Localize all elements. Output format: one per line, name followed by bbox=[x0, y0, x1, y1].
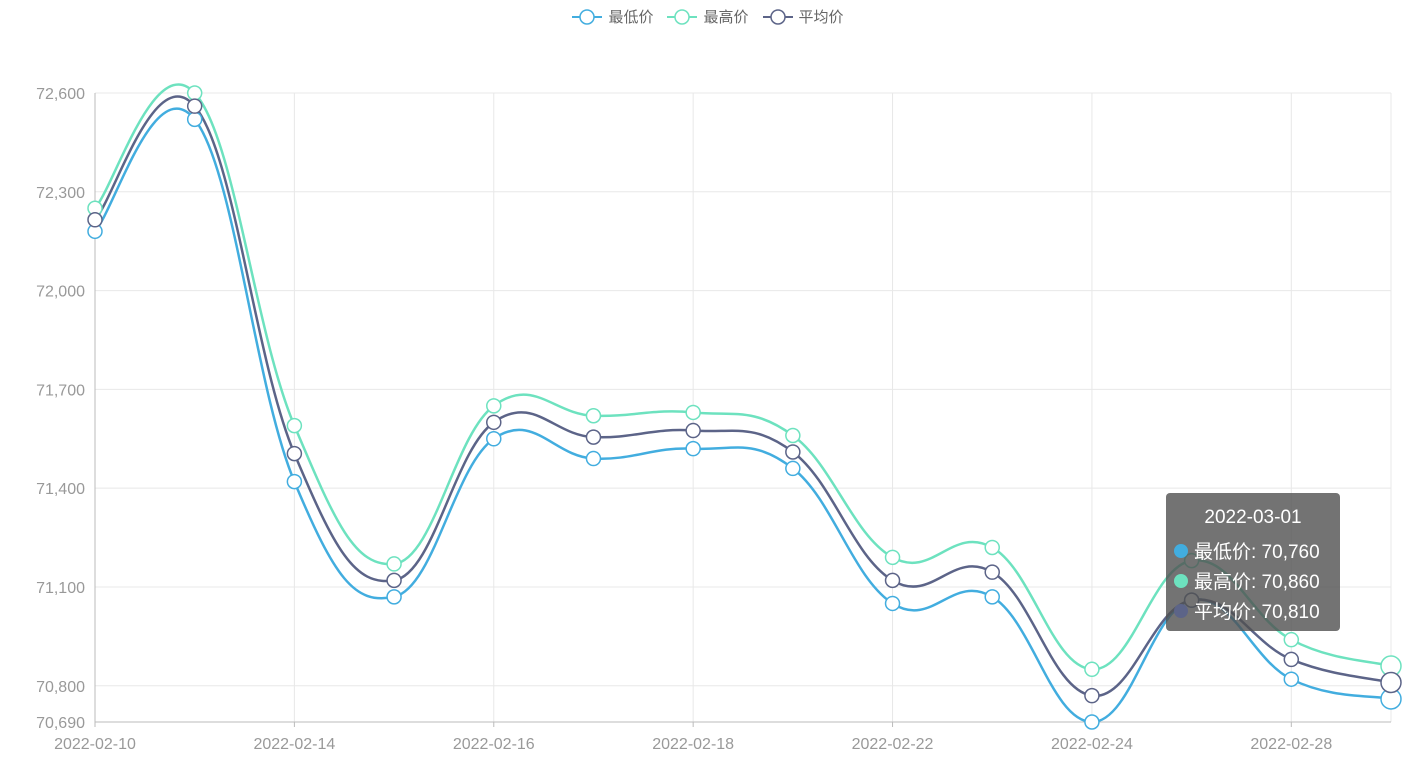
data-point-series-1 bbox=[386, 556, 402, 572]
x-tick-label: 2022-02-10 bbox=[54, 736, 136, 753]
data-point-series-1 bbox=[685, 404, 701, 421]
x-tick-label: 2022-02-22 bbox=[852, 736, 934, 753]
data-point-series-1 bbox=[286, 417, 303, 434]
tooltip-text-2: 平均价: 70,810 bbox=[1194, 602, 1320, 623]
legend-label-series-1: 最高价 bbox=[703, 9, 749, 26]
x-tick-label: 2022-02-28 bbox=[1250, 736, 1332, 753]
tooltip-row-2: 平均价: 70,810 bbox=[1174, 597, 1320, 624]
data-point-series-2 bbox=[486, 414, 502, 431]
tooltip-dot-1 bbox=[1174, 573, 1188, 588]
tooltip-dot-0 bbox=[1174, 543, 1188, 558]
data-point-series-1 bbox=[785, 427, 801, 444]
data-point-series-1 bbox=[984, 539, 1000, 556]
data-point-series-0 bbox=[1084, 714, 1100, 730]
data-point-series-0 bbox=[386, 589, 402, 605]
x-tick-label: 2022-02-14 bbox=[253, 736, 335, 753]
legend-item-series-0[interactable]: 最低价 bbox=[572, 6, 653, 27]
data-point-series-2 bbox=[286, 445, 303, 462]
data-point-series-1 bbox=[486, 398, 502, 414]
data-point-series-1 bbox=[585, 407, 602, 424]
data-point-series-2 bbox=[585, 429, 602, 445]
data-point-series-2 bbox=[884, 572, 901, 589]
tooltip-title: 2022-03-01 bbox=[1204, 507, 1302, 528]
data-point-series-1 bbox=[884, 549, 901, 566]
data-point-series-2 bbox=[1084, 687, 1100, 704]
chart-legend: 最低价 最高价 平均价 bbox=[0, 6, 1416, 27]
data-point-series-2 bbox=[186, 98, 203, 114]
y-tick-label: 71,400 bbox=[36, 481, 85, 498]
x-tick-label: 2022-02-16 bbox=[453, 736, 535, 753]
x-tick-label: 2022-02-24 bbox=[1051, 736, 1133, 753]
data-point-series-0 bbox=[685, 440, 701, 457]
tooltip-row-1: 最高价: 70,860 bbox=[1174, 567, 1320, 594]
data-point-series-2 bbox=[1380, 671, 1402, 694]
tooltip-dot-2 bbox=[1174, 603, 1188, 618]
data-point-series-0 bbox=[585, 450, 602, 467]
data-point-series-2 bbox=[87, 212, 103, 228]
data-point-series-0 bbox=[486, 431, 502, 447]
data-point-series-1 bbox=[186, 85, 203, 101]
data-point-series-0 bbox=[186, 111, 203, 128]
data-point-series-1 bbox=[1283, 631, 1300, 648]
data-point-series-2 bbox=[386, 572, 402, 589]
data-point-series-0 bbox=[286, 473, 303, 490]
data-point-series-2 bbox=[1283, 651, 1300, 668]
chart-tooltip: 2022-03-01 最低价: 70,760 最高价: 70,860 平均价: … bbox=[1166, 493, 1340, 631]
y-tick-label: 72,000 bbox=[36, 284, 85, 301]
series-line-0 bbox=[94, 107, 1392, 724]
legend-item-series-1[interactable]: 最高价 bbox=[667, 6, 749, 27]
data-point-series-0 bbox=[785, 460, 801, 477]
series-points bbox=[87, 85, 1402, 730]
legend-swatch-series-2 bbox=[762, 8, 793, 25]
y-tick-label: 71,700 bbox=[36, 382, 85, 399]
series-line-1 bbox=[94, 83, 1392, 671]
legend-swatch-series-0 bbox=[572, 8, 603, 25]
data-point-series-2 bbox=[785, 444, 801, 460]
data-point-series-2 bbox=[685, 422, 701, 439]
y-tick-label: 70,800 bbox=[36, 679, 85, 696]
y-tick-label: 70,690 bbox=[36, 715, 85, 732]
tooltip-text-1: 最高价: 70,860 bbox=[1194, 572, 1320, 593]
y-tick-label: 72,600 bbox=[36, 86, 85, 103]
x-tick-label: 2022-02-18 bbox=[652, 736, 734, 753]
y-tick-label: 71,100 bbox=[36, 580, 85, 597]
data-point-series-0 bbox=[984, 589, 1000, 605]
legend-label-series-2: 平均价 bbox=[798, 9, 844, 26]
data-point-series-0 bbox=[884, 595, 901, 612]
data-point-series-0 bbox=[1283, 671, 1300, 687]
legend-item-series-2[interactable]: 平均价 bbox=[762, 6, 844, 27]
axes: 70,690 70,800 71,100 71,400 71,700 72,000 72,3… bbox=[36, 86, 1391, 753]
y-tick-label: 72,300 bbox=[36, 185, 85, 202]
data-point-series-1 bbox=[1084, 661, 1100, 678]
legend-label-series-0: 最低价 bbox=[608, 9, 654, 26]
tooltip-row-0: 最低价: 70,760 bbox=[1174, 537, 1320, 564]
data-point-series-2 bbox=[984, 564, 1000, 580]
legend-swatch-series-1 bbox=[667, 8, 698, 25]
tooltip-text-0: 最低价: 70,760 bbox=[1194, 542, 1320, 563]
